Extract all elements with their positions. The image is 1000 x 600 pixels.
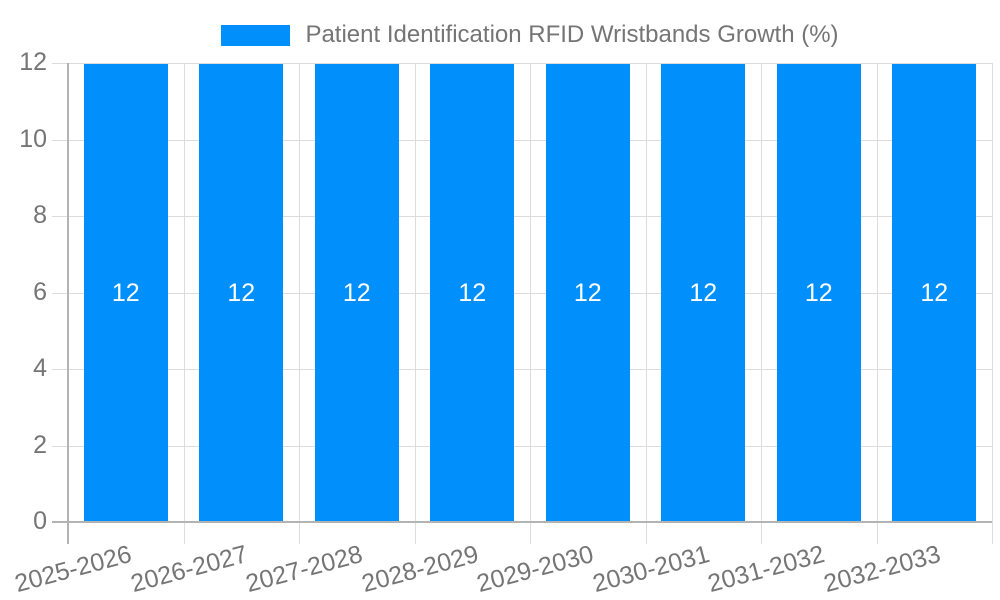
bar-value-label: 12 (689, 278, 718, 307)
v-gridline (761, 63, 762, 544)
bar-value-label: 12 (920, 278, 949, 307)
x-axis-tick-label: 2028-2029 (358, 540, 482, 599)
bar[interactable]: 12 (661, 64, 746, 522)
x-axis-tick-label: 2026-2027 (127, 540, 251, 599)
y-axis-tick-label: 4 (33, 354, 47, 382)
y-axis-tick-label: 6 (33, 277, 47, 306)
bar-value-label: 12 (342, 278, 371, 307)
bar[interactable]: 12 (776, 64, 861, 522)
v-gridline (184, 63, 185, 544)
x-axis-line (52, 521, 992, 523)
bar-value-label: 12 (573, 278, 602, 307)
v-gridline (299, 63, 300, 544)
x-axis-tick-label: 2030-2031 (589, 540, 713, 599)
bar-value-label: 12 (227, 278, 256, 307)
legend[interactable]: Patient Identification RFID Wristbands G… (68, 20, 992, 50)
bar[interactable]: 12 (83, 64, 168, 522)
y-axis-tick-label: 10 (19, 124, 47, 153)
y-axis-tick-label: 0 (33, 507, 47, 535)
y-axis-line (67, 63, 69, 544)
v-gridline (530, 63, 531, 544)
x-axis-tick-label: 2025-2026 (12, 540, 135, 599)
bar[interactable]: 12 (199, 64, 284, 522)
bar[interactable]: 12 (545, 64, 630, 522)
bar-value-label: 12 (111, 278, 140, 307)
v-gridline (415, 63, 416, 544)
h-gridline (52, 293, 992, 294)
h-gridline (52, 63, 992, 64)
y-axis-tick-label: 12 (19, 48, 47, 76)
h-gridline (52, 369, 992, 370)
x-axis-tick-label: 2027-2028 (243, 540, 366, 599)
v-gridline (877, 63, 878, 544)
bar-value-label: 12 (458, 278, 487, 307)
x-axis-tick-label: 2031-2032 (705, 540, 828, 599)
x-axis-tick-label: 2032-2033 (820, 540, 944, 599)
v-gridline (646, 63, 647, 544)
legend-swatch (221, 24, 291, 46)
y-axis-tick-label: 2 (33, 430, 47, 459)
bar[interactable]: 12 (314, 64, 399, 522)
h-gridline (52, 140, 992, 141)
bar[interactable]: 12 (430, 64, 515, 522)
v-gridline (992, 63, 993, 544)
x-axis-tick-label: 2029-2030 (474, 540, 597, 599)
bar-value-label: 12 (804, 278, 833, 307)
legend-label: Patient Identification RFID Wristbands G… (305, 21, 839, 48)
bar[interactable]: 12 (892, 64, 977, 522)
y-axis-tick-label: 8 (33, 201, 47, 229)
h-gridline (52, 216, 992, 217)
h-gridline (52, 446, 992, 447)
